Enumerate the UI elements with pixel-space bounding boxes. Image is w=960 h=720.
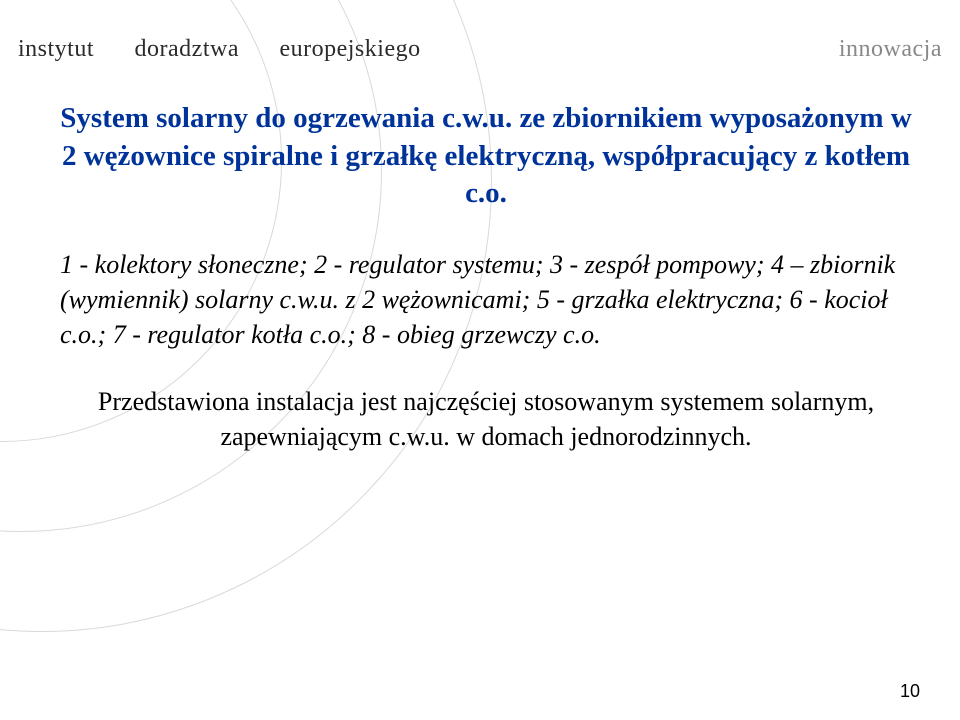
summary-text: Przedstawiona instalacja jest najczęście… (60, 384, 912, 454)
header-word: instytut (18, 36, 94, 62)
page-header: instytut doradztwa europejskiego innowac… (18, 36, 942, 63)
header-word: doradztwa (135, 36, 239, 62)
header-left: instytut doradztwa europejskiego (18, 36, 421, 63)
page-number: 10 (900, 681, 920, 702)
header-word: europejskiego (279, 36, 420, 62)
legend-text: 1 - kolektory słoneczne; 2 - regulator s… (60, 247, 912, 352)
header-right: innowacja (839, 36, 942, 63)
page-content: System solarny do ogrzewania c.w.u. ze z… (60, 100, 912, 475)
page-title: System solarny do ogrzewania c.w.u. ze z… (60, 100, 912, 213)
